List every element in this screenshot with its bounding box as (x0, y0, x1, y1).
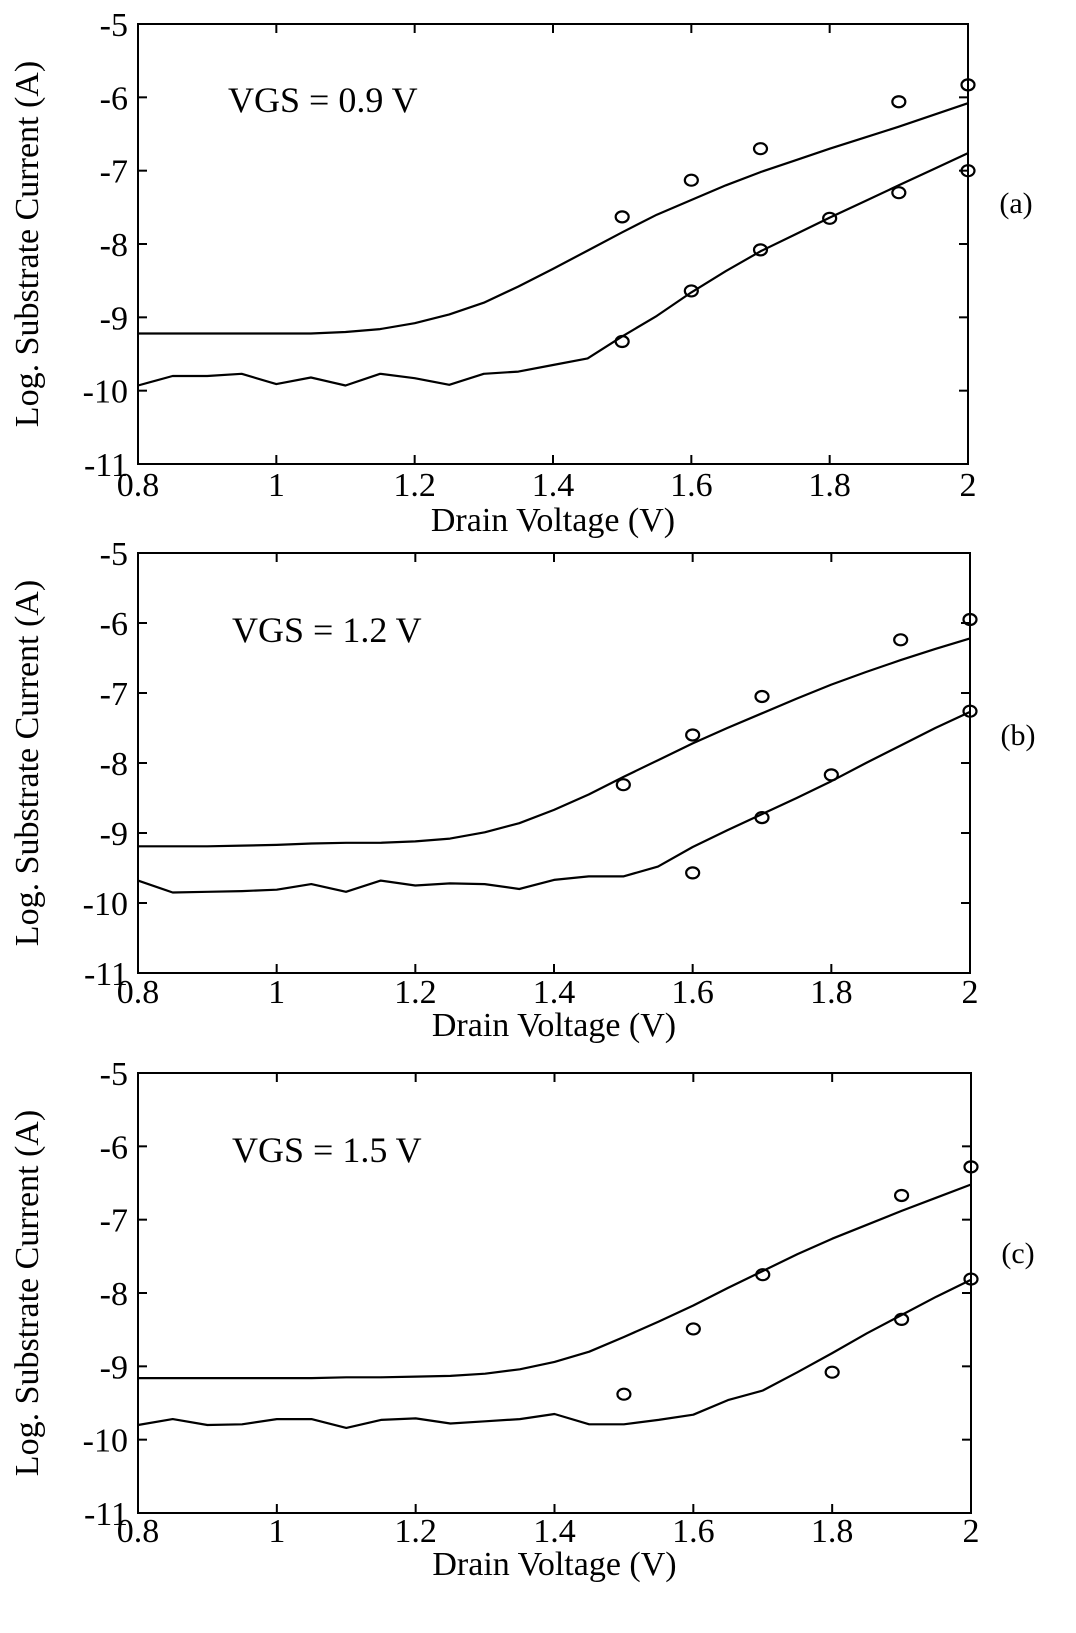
x-tick-label: 0.8 (117, 1513, 160, 1550)
data-point-marker (962, 704, 978, 718)
series-line-2 (137, 1278, 972, 1430)
data-point-marker (963, 1160, 979, 1174)
panel-label: (a) (999, 187, 1032, 220)
y-tick-label: -11 (84, 1496, 128, 1533)
y-tick-label: -6 (100, 1129, 128, 1166)
data-point-marker (614, 334, 630, 349)
y-tick-label: -9 (100, 300, 128, 337)
x-tick-label: 1.2 (393, 467, 436, 504)
x-tick-label: 2 (960, 467, 977, 504)
vgs-annotation: VGS = 1.5 V (232, 1130, 422, 1170)
series-line-1 (138, 637, 971, 848)
data-point-marker (685, 728, 701, 742)
data-point-marker (754, 810, 770, 825)
y-tick-label: -8 (100, 227, 128, 264)
x-tick-label: 1.8 (810, 974, 853, 1011)
data-point-marker (685, 1322, 701, 1336)
x-tick-label: 1.2 (394, 1513, 437, 1550)
y-tick-label: -7 (100, 1203, 128, 1240)
chart-panel-1: 0.8 1 1.2 1.4 1.6 1.8 2 -11 -10 -9 -8 -7 -6 -5 Drain V… (9, 7, 1033, 539)
y-tick-label: -5 (100, 7, 128, 44)
y-tick-label: -10 (83, 1423, 128, 1460)
x-tick-label: 0.8 (117, 974, 160, 1011)
series-line-1 (138, 102, 969, 335)
x-tick-label: 2 (963, 1513, 980, 1550)
x-tick-label: 1.4 (533, 974, 576, 1011)
x-tick-label: 1 (268, 1513, 285, 1550)
y-axis-label: Log. Substrate Current (A) (9, 580, 46, 946)
x-tick-label: 2 (962, 974, 979, 1011)
y-tick-label: -10 (83, 886, 128, 923)
x-tick-label: 1.8 (811, 1513, 854, 1550)
data-point-marker (685, 866, 701, 880)
x-tick-label: 1.4 (532, 467, 575, 504)
x-tick-label: 1.2 (394, 974, 437, 1011)
data-point-marker (823, 768, 839, 782)
x-tick-label: 0.8 (117, 467, 160, 504)
y-tick-label: -9 (100, 1349, 128, 1386)
y-tick-label: -11 (84, 956, 128, 993)
y-tick-label: -8 (100, 746, 128, 783)
data-point-marker (683, 284, 699, 298)
y-tick-label: -6 (100, 80, 128, 117)
data-point-marker (615, 778, 631, 792)
data-point-marker (616, 1387, 632, 1401)
y-tick-label: -7 (100, 154, 128, 191)
data-point-marker (891, 186, 907, 200)
vgs-annotation: VGS = 0.9 V (228, 80, 418, 120)
data-point-marker (824, 1365, 840, 1379)
y-axis-label: Log. Substrate Current (A) (9, 61, 46, 427)
data-point-marker (893, 1312, 910, 1327)
y-axis-label: Log. Substrate Current (A) (9, 1110, 46, 1476)
panel-label: (b) (1001, 719, 1036, 752)
data-point-marker (963, 1272, 979, 1286)
data-point-marker (755, 1268, 771, 1282)
series-line-1 (138, 1183, 972, 1380)
y-tick-label: -5 (100, 1056, 128, 1093)
chart-panel-3: 0.8 1 1.2 1.4 1.6 1.8 2 -11 -10 -9 -8 -7 -6 -5 Drain V… (9, 1056, 1035, 1583)
series-line-2 (137, 710, 971, 894)
data-point-marker (960, 164, 976, 178)
chart-panel-2: 0.8 1 1.2 1.4 1.6 1.8 2 -11 -10 -9 -8 -7 -6 -5 Drain V… (9, 536, 1035, 1044)
x-tick-label: 1.4 (533, 1513, 576, 1550)
vgs-annotation: VGS = 1.2 V (232, 610, 422, 650)
data-point-marker (822, 211, 838, 225)
y-tick-label: -7 (100, 676, 128, 713)
x-tick-label: 1 (268, 467, 285, 504)
y-tick-label: -11 (84, 447, 128, 484)
y-tick-label: -8 (100, 1276, 128, 1313)
x-tick-label: 1.6 (671, 974, 714, 1011)
y-tick-label: -5 (100, 536, 128, 573)
x-axis-label: Drain Voltage (V) (432, 1546, 676, 1583)
series-line-2 (137, 152, 969, 387)
data-point-marker (614, 210, 630, 224)
data-point-marker (754, 689, 770, 704)
x-tick-label: 1.6 (672, 1513, 715, 1550)
data-point-marker (683, 173, 699, 187)
data-point-marker (960, 78, 976, 92)
x-tick-label: 1.6 (670, 467, 713, 504)
data-point-marker (893, 633, 909, 647)
x-tick-label: 1 (268, 974, 285, 1011)
data-point-marker (893, 1188, 910, 1203)
data-point-marker (752, 142, 769, 156)
data-point-marker (962, 612, 978, 627)
data-point-marker (752, 243, 769, 257)
y-tick-label: -6 (100, 606, 128, 643)
x-axis-label: Drain Voltage (V) (432, 1007, 676, 1044)
panel-label: (c) (1001, 1237, 1034, 1270)
data-point-marker (891, 95, 907, 109)
x-tick-label: 1.8 (808, 467, 851, 504)
y-tick-label: -9 (100, 816, 128, 853)
x-axis-label: Drain Voltage (V) (431, 502, 675, 539)
y-tick-label: -10 (83, 374, 128, 411)
